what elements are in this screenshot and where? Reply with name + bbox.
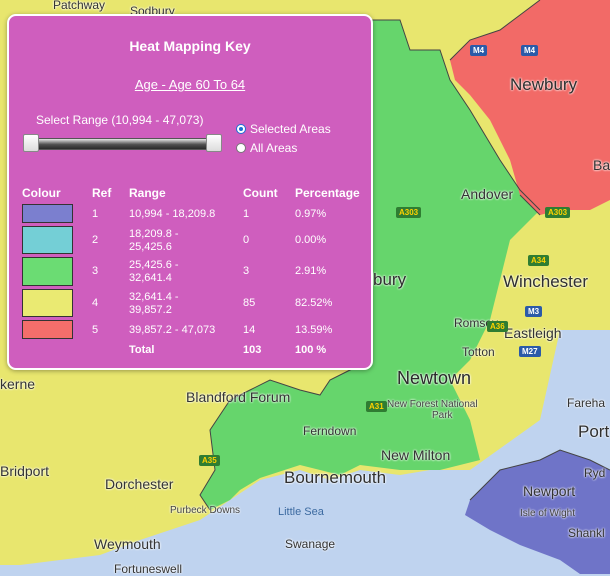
total-count: 103	[243, 344, 262, 356]
map-label-andover: Andover	[461, 186, 514, 202]
road-shield-a36: A36	[487, 321, 508, 332]
col-head-count: Count	[243, 186, 278, 200]
legend-ref: 3	[92, 265, 99, 277]
map-label-isle-of-wight: Isle of Wight	[520, 508, 576, 519]
legend-ref: 1	[92, 208, 99, 220]
road-shield-m3: M3	[525, 306, 543, 317]
legend-percentage: 2.91%	[295, 265, 327, 277]
legend-percentage: 0.00%	[295, 234, 327, 246]
map-label-swanage: Swanage	[285, 537, 336, 551]
heat-mapping-key-panel: Heat Mapping Key Age - Age 60 To 64 Sele…	[7, 14, 373, 370]
legend-percentage: 13.59%	[295, 324, 333, 336]
map-label-patchway: Patchway	[53, 0, 106, 12]
legend-range: 25,425.6 -	[129, 259, 179, 271]
map-label-shankl: Shankl	[568, 526, 605, 540]
land-band1-isle[interactable]	[465, 450, 610, 574]
map-label-bury: bury	[373, 270, 407, 289]
col-head-ref: Ref	[92, 186, 112, 200]
map-label-kerne: kerne	[0, 376, 36, 392]
legend-count: 85	[243, 297, 256, 309]
road-shield-a35: A35	[199, 455, 220, 466]
selected-areas-label: Selected Areas	[250, 122, 331, 136]
legend-count: 0	[243, 234, 250, 246]
col-head-colour: Colour	[22, 186, 61, 200]
map-label-weymouth: Weymouth	[94, 536, 161, 552]
legend-ref: 5	[92, 324, 99, 336]
legend-swatch	[22, 289, 73, 317]
selected-areas-radio[interactable]	[236, 124, 246, 134]
all-areas-option[interactable]: All Areas	[236, 141, 297, 155]
map-label-newport: Newport	[523, 483, 576, 499]
all-areas-radio[interactable]	[236, 143, 246, 153]
key-title: Heat Mapping Key	[129, 38, 251, 54]
map-label-purbeck: Purbeck Downs	[170, 505, 241, 516]
road-shield-m4-b: M4	[521, 45, 539, 56]
road-shield-a303-a: A303	[396, 207, 422, 218]
legend-range: 32,641.4 -	[129, 291, 179, 303]
region-boundaries	[199, 0, 610, 511]
legend-swatch	[22, 226, 73, 254]
legend-percentage: 82.52%	[295, 297, 333, 309]
legend-count: 1	[243, 208, 250, 220]
map-label-totton: Totton	[462, 345, 495, 359]
range-slider-min-handle[interactable]	[23, 134, 39, 152]
selected-areas-option[interactable]: Selected Areas	[236, 122, 331, 136]
land-band5-north[interactable]	[450, 0, 610, 215]
legend-range-cont: 32,641.4	[129, 272, 172, 284]
map-label-bridport: Bridport	[0, 463, 50, 479]
legend-percentage: 0.97%	[295, 208, 327, 220]
map-label-park: Park	[432, 410, 453, 421]
map-label-ryd: Ryd	[584, 466, 606, 480]
map-label-bournemouth: Bournemouth	[284, 468, 387, 487]
col-head-percentage: Percentage	[295, 186, 360, 200]
legend-range-cont: 39,857.2	[129, 304, 172, 316]
map-label-fareha: Fareha	[567, 396, 606, 410]
total-percentage: 100 %	[295, 344, 327, 356]
range-slider-track[interactable]	[26, 138, 216, 150]
road-shield-a34: A34	[528, 255, 549, 266]
key-subtitle-link[interactable]: Age - Age 60 To 64	[134, 77, 246, 92]
legend-swatch	[22, 257, 73, 286]
legend-swatch	[22, 320, 73, 339]
col-head-range: Range	[129, 186, 166, 200]
map-label-little-sea: Little Sea	[278, 506, 324, 518]
legend-range: 10,994 - 18,209.8	[129, 208, 216, 220]
map-label-blandford: Blandford Forum	[186, 389, 291, 405]
map-label-ferndown: Ferndown	[303, 424, 357, 438]
map-label-bas: Bas	[593, 157, 610, 173]
map-label-winchester: Winchester	[503, 272, 589, 291]
range-slider-max-handle[interactable]	[206, 134, 222, 152]
map-label-fortuneswell: Fortuneswell	[114, 562, 183, 576]
all-areas-label: All Areas	[250, 141, 298, 155]
legend-count: 14	[243, 324, 256, 336]
map-label-dorchester: Dorchester	[105, 476, 174, 492]
legend-swatch	[22, 204, 73, 223]
legend-ref: 4	[92, 297, 99, 309]
road-shield-m4-a: M4	[470, 45, 488, 56]
total-label: Total	[129, 344, 155, 356]
map-label-port: Port	[578, 422, 610, 441]
map-label-newtown: Newtown	[397, 368, 472, 388]
map-label-eastleigh: Eastleigh	[504, 325, 562, 341]
select-range-label: Select Range (10,994 - 47,073)	[36, 113, 204, 127]
map-label-new-forest: New Forest National	[387, 399, 478, 410]
legend-ref: 2	[92, 234, 99, 246]
legend-count: 3	[243, 265, 250, 277]
map-label-newbury: Newbury	[510, 75, 578, 94]
map-label-new-milton: New Milton	[381, 447, 451, 463]
road-shield-m27: M27	[519, 346, 541, 357]
legend-range-cont: 25,425.6	[129, 241, 172, 253]
road-shield-a303-b: A303	[545, 207, 571, 218]
road-shield-a31: A31	[366, 401, 387, 412]
legend-range: 18,209.8 -	[129, 228, 179, 240]
legend-range: 39,857.2 - 47,073	[129, 324, 216, 336]
